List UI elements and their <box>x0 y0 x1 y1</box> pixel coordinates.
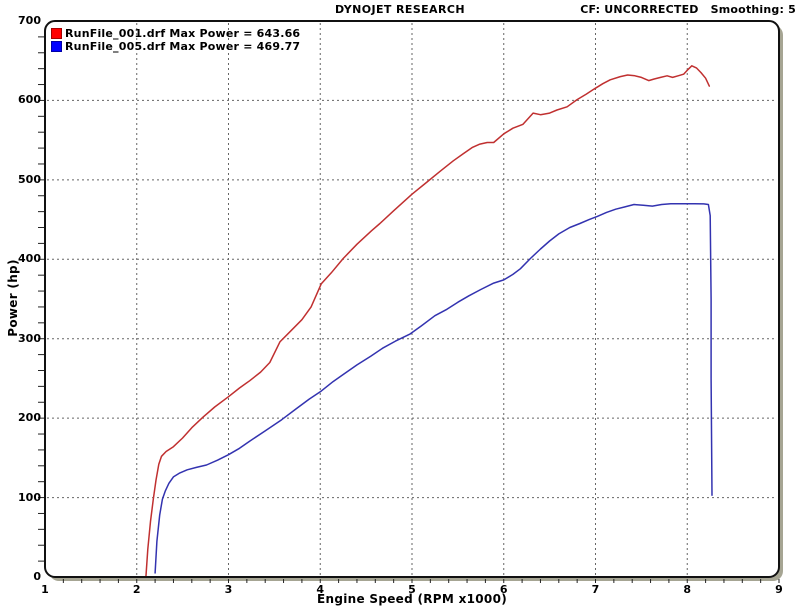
y-tick-label-600: 600 <box>18 93 41 107</box>
y-tick-label-0: 0 <box>33 570 41 583</box>
x-axis-title: Engine Speed (RPM x1000) <box>316 592 508 606</box>
app-title: DYNOJET RESEARCH <box>335 3 465 16</box>
legend-label-run-001: RunFile_001.drf Max Power = 643.66 <box>65 27 301 40</box>
x-tick-label-5: 5 <box>408 583 416 596</box>
legend-swatch-red <box>51 28 62 39</box>
y-tick-label-300: 300 <box>18 331 41 345</box>
x-tick-label-2: 2 <box>132 583 141 596</box>
x-tick-label-8: 8 <box>683 583 692 596</box>
legend-item-run-001[interactable]: RunFile_001.drf Max Power = 643.66 <box>51 27 300 40</box>
y-tick-label-100: 100 <box>18 490 41 504</box>
legend-swatch-blue <box>51 41 62 52</box>
x-tick-label-4: 4 <box>316 583 325 596</box>
y-tick-label-500: 500 <box>18 172 41 186</box>
correction-factor-label: CF: UNCORRECTED <box>580 3 699 16</box>
legend-label-run-005: RunFile_005.drf Max Power = 469.77 <box>65 40 301 53</box>
graph-settings-readout: CF: UNCORRECTED Smoothing: 5 <box>580 3 796 16</box>
legend-item-run-005[interactable]: RunFile_005.drf Max Power = 469.77 <box>51 40 300 53</box>
x-tick-label-3: 3 <box>224 583 233 596</box>
x-tick-label-7: 7 <box>591 583 600 596</box>
legend: RunFile_001.drf Max Power = 643.66 RunFi… <box>51 27 300 53</box>
power-curve-runfile_005-drf <box>154 202 713 574</box>
power-curve-runfile_001-drf <box>145 65 711 576</box>
y-tick-label-400: 400 <box>18 252 41 266</box>
x-tick-label-6: 6 <box>499 583 508 596</box>
y-axis-title: Power (hp) <box>6 259 20 337</box>
x-tick-label-9: 9 <box>775 583 783 596</box>
x-tick-label-1: 1 <box>41 583 49 596</box>
y-tick-label-200: 200 <box>18 411 41 425</box>
smoothing-label: Smoothing: 5 <box>710 3 796 16</box>
y-tick-label-700: 700 <box>18 14 41 27</box>
